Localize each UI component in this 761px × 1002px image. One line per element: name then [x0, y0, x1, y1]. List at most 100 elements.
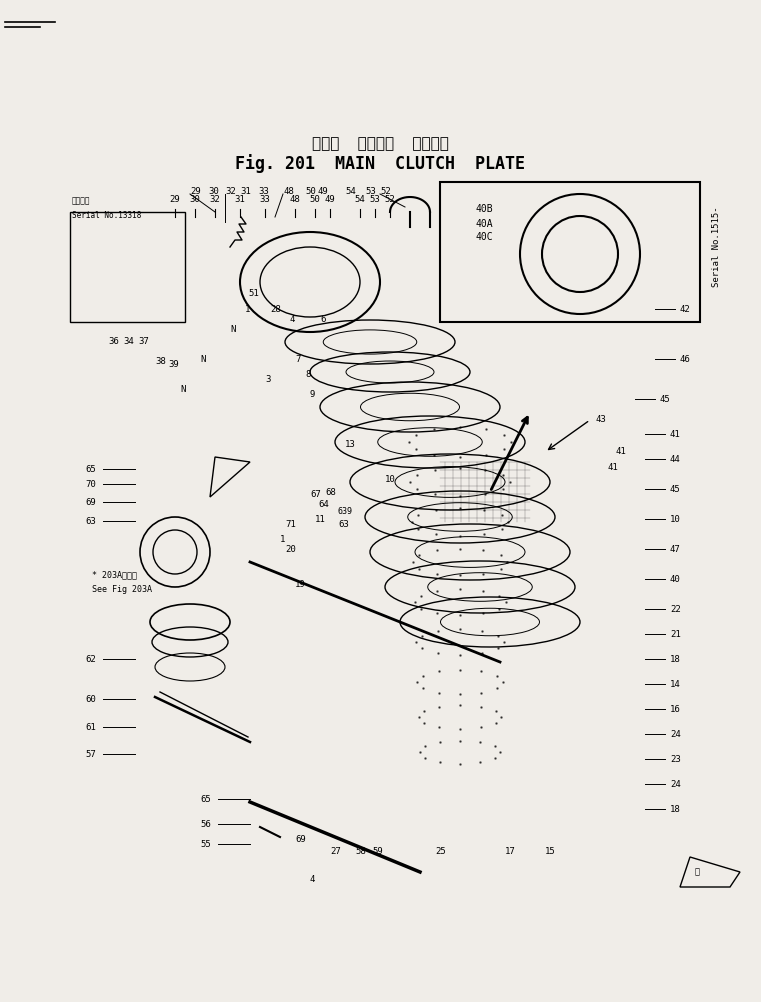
Text: 40C: 40C [475, 232, 492, 242]
Text: 53: 53 [370, 195, 380, 204]
Text: 45: 45 [670, 485, 681, 494]
Text: 38: 38 [155, 357, 166, 366]
Text: 18: 18 [670, 805, 681, 814]
Text: 14: 14 [670, 680, 681, 689]
Text: 30: 30 [189, 195, 200, 204]
Text: 32: 32 [225, 187, 236, 196]
Text: 9: 9 [310, 390, 315, 399]
Text: 17: 17 [505, 847, 516, 856]
Text: 11: 11 [315, 515, 326, 524]
Text: 13: 13 [345, 440, 355, 449]
Text: 40A: 40A [475, 219, 492, 229]
Text: 10: 10 [670, 515, 681, 524]
Text: 33: 33 [260, 195, 270, 204]
Text: 639: 639 [338, 507, 353, 516]
Text: 23: 23 [670, 755, 681, 764]
Text: 1: 1 [245, 305, 250, 314]
Text: 69: 69 [295, 835, 306, 844]
Text: 41: 41 [607, 463, 618, 472]
Text: 19: 19 [295, 580, 306, 589]
Text: 33: 33 [258, 187, 269, 196]
Text: 29: 29 [190, 187, 201, 196]
Text: 58: 58 [355, 847, 366, 856]
Text: 41: 41 [670, 430, 681, 439]
Text: 55: 55 [200, 840, 211, 849]
Text: 63: 63 [85, 517, 96, 526]
Text: 57: 57 [85, 750, 96, 759]
Text: 65: 65 [85, 465, 96, 474]
Text: 40: 40 [670, 575, 681, 584]
Text: 31: 31 [234, 195, 245, 204]
Text: 47: 47 [670, 545, 681, 554]
Text: 25: 25 [435, 847, 446, 856]
Text: Fig. 201  MAIN  CLUTCH  PLATE: Fig. 201 MAIN CLUTCH PLATE [235, 154, 525, 173]
Text: 8: 8 [305, 370, 310, 379]
Text: 64: 64 [318, 500, 329, 509]
Text: 41: 41 [615, 447, 626, 456]
Text: 52: 52 [384, 195, 396, 204]
Text: 61: 61 [85, 723, 96, 732]
Text: 24: 24 [670, 780, 681, 789]
Text: 48: 48 [283, 187, 294, 196]
Text: 60: 60 [85, 695, 96, 704]
Text: 1: 1 [280, 535, 285, 544]
Text: * 203A図参照
See Fig 203A: * 203A図参照 See Fig 203A [92, 570, 152, 594]
Text: 54: 54 [355, 195, 365, 204]
Text: 67: 67 [310, 490, 320, 499]
Text: 3: 3 [265, 375, 270, 384]
Text: 34: 34 [123, 337, 134, 346]
Text: 54: 54 [345, 187, 355, 196]
Text: メイン  クラッチ  プレート: メイン クラッチ プレート [311, 136, 448, 151]
Text: 39: 39 [168, 360, 179, 369]
Text: 69: 69 [85, 498, 96, 507]
Text: 24: 24 [670, 730, 681, 739]
Text: 32: 32 [209, 195, 221, 204]
Text: 70: 70 [85, 480, 96, 489]
Text: 42: 42 [680, 305, 691, 314]
Text: 18: 18 [670, 655, 681, 664]
Text: 29: 29 [170, 195, 180, 204]
Text: 社: 社 [695, 867, 700, 876]
Text: 前期仕様
Serial No.13318: 前期仕様 Serial No.13318 [72, 196, 142, 220]
Text: N: N [180, 385, 186, 394]
Text: 52: 52 [380, 187, 390, 196]
Text: 45: 45 [660, 395, 670, 404]
Text: 49: 49 [325, 195, 336, 204]
Text: 51: 51 [248, 289, 259, 298]
Text: 59: 59 [372, 847, 383, 856]
Text: 40B: 40B [475, 204, 492, 214]
Text: 28: 28 [270, 305, 281, 314]
Text: 48: 48 [290, 195, 301, 204]
Text: 27: 27 [330, 847, 341, 856]
Text: 71: 71 [285, 520, 296, 529]
Text: 6: 6 [320, 315, 326, 324]
Text: N: N [230, 325, 235, 334]
Text: 36: 36 [108, 337, 119, 346]
Text: N: N [200, 355, 205, 364]
Text: 22: 22 [670, 605, 681, 614]
Text: 63: 63 [338, 520, 349, 529]
Text: 37: 37 [138, 337, 148, 346]
Text: 16: 16 [670, 705, 681, 714]
Text: 50: 50 [305, 187, 316, 196]
Text: 10: 10 [385, 475, 396, 484]
Text: 50: 50 [310, 195, 320, 204]
Text: 56: 56 [200, 820, 211, 829]
Text: 15: 15 [545, 847, 556, 856]
Text: 20: 20 [285, 545, 296, 554]
Text: 4: 4 [290, 315, 295, 324]
Text: 68: 68 [325, 488, 336, 497]
Text: 30: 30 [208, 187, 218, 196]
Text: 4: 4 [310, 875, 315, 884]
Text: 62: 62 [85, 655, 96, 664]
Text: Serial No.1515-: Serial No.1515- [712, 206, 721, 288]
Text: 21: 21 [670, 630, 681, 639]
Text: 31: 31 [240, 187, 251, 196]
Text: 43: 43 [595, 415, 606, 424]
Text: 44: 44 [670, 455, 681, 464]
Text: 7: 7 [295, 355, 301, 364]
Text: 49: 49 [318, 187, 329, 196]
Text: 53: 53 [365, 187, 376, 196]
Text: 65: 65 [200, 795, 211, 804]
Text: 46: 46 [680, 355, 691, 364]
